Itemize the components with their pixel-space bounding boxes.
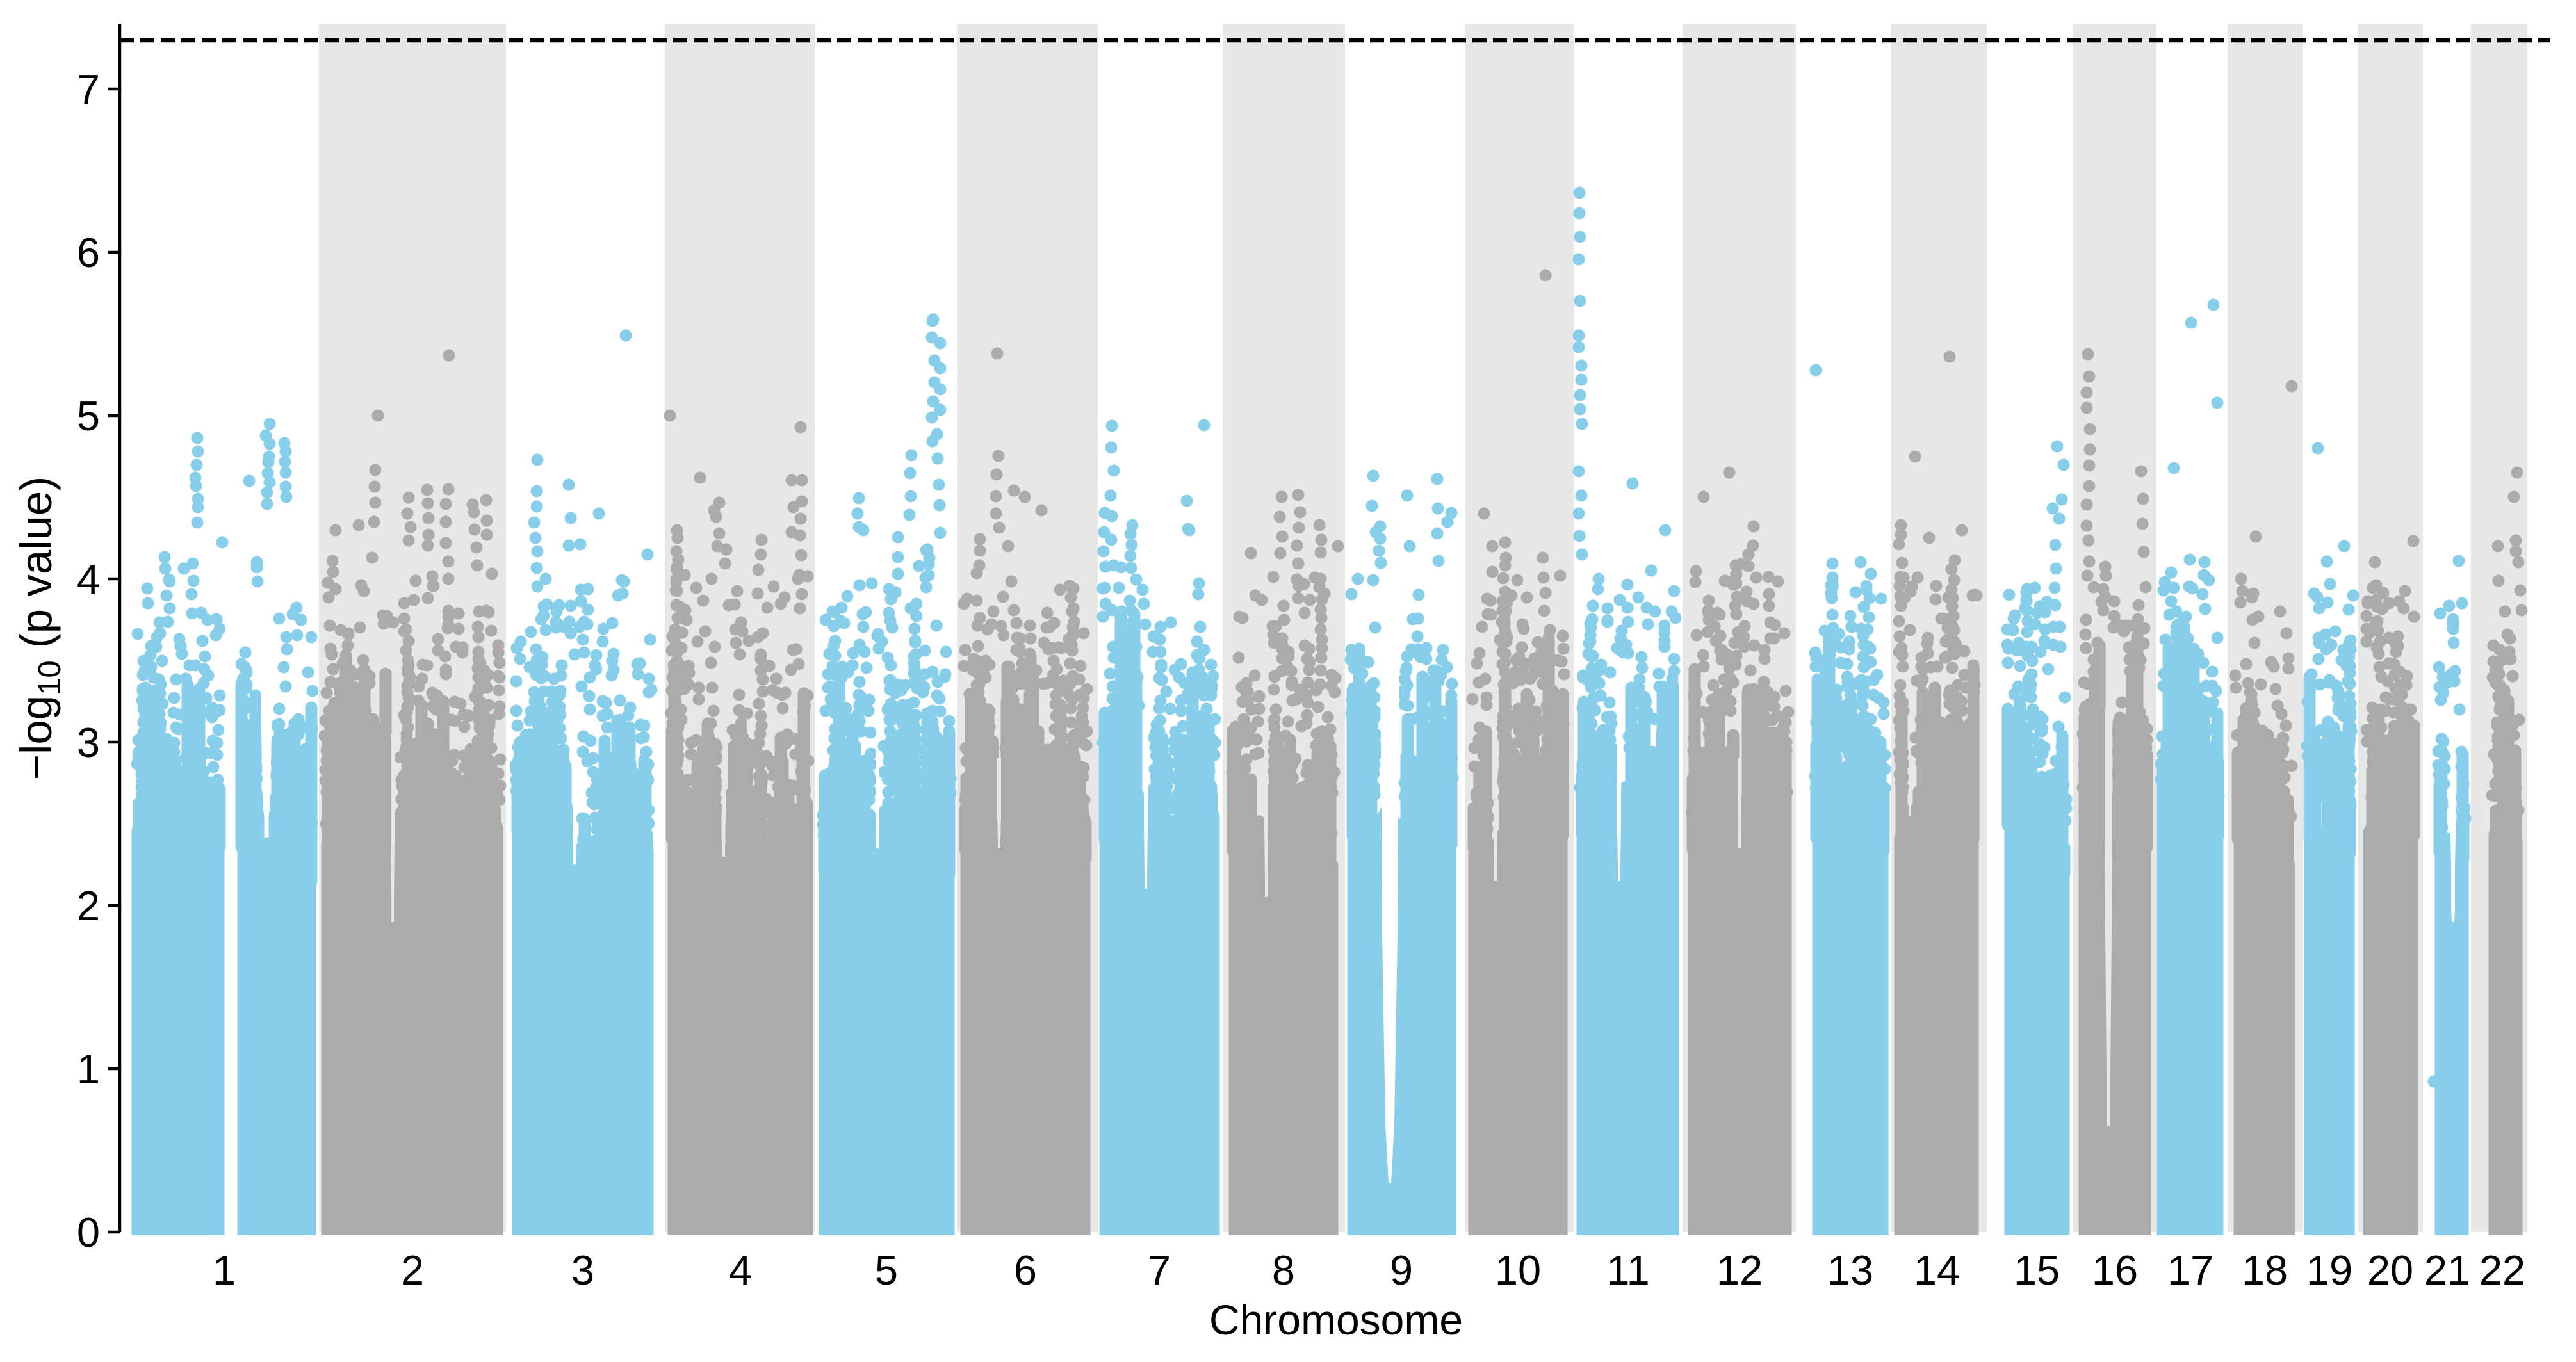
- svg-text:7: 7: [77, 66, 100, 113]
- svg-text:18: 18: [2242, 1247, 2288, 1293]
- svg-text:9: 9: [1390, 1247, 1413, 1293]
- svg-text:1: 1: [213, 1247, 236, 1293]
- svg-text:−log10 (p value): −log10 (p value): [12, 476, 67, 781]
- svg-text:5: 5: [77, 393, 100, 439]
- svg-text:Chromosome: Chromosome: [1209, 1296, 1463, 1343]
- svg-text:22: 22: [2479, 1247, 2525, 1293]
- svg-text:14: 14: [1914, 1247, 1960, 1293]
- svg-text:4: 4: [729, 1247, 752, 1293]
- svg-text:19: 19: [2306, 1247, 2352, 1293]
- svg-text:11: 11: [1606, 1247, 1649, 1293]
- svg-text:1: 1: [77, 1046, 100, 1092]
- svg-text:10: 10: [1495, 1247, 1541, 1293]
- svg-text:17: 17: [2167, 1247, 2213, 1293]
- svg-text:5: 5: [875, 1247, 898, 1293]
- svg-text:21: 21: [2424, 1247, 2470, 1293]
- svg-text:2: 2: [401, 1247, 424, 1293]
- svg-text:2: 2: [77, 882, 100, 929]
- svg-text:0: 0: [77, 1209, 100, 1256]
- svg-text:16: 16: [2092, 1247, 2138, 1293]
- svg-text:13: 13: [1827, 1247, 1873, 1293]
- svg-text:4: 4: [77, 556, 100, 603]
- svg-text:7: 7: [1148, 1247, 1171, 1293]
- svg-text:15: 15: [2014, 1247, 2060, 1293]
- svg-text:6: 6: [77, 229, 100, 276]
- svg-text:3: 3: [77, 719, 100, 766]
- svg-text:6: 6: [1014, 1247, 1037, 1293]
- svg-text:3: 3: [571, 1247, 594, 1293]
- svg-text:12: 12: [1716, 1247, 1763, 1293]
- svg-text:20: 20: [2367, 1247, 2413, 1293]
- svg-text:8: 8: [1272, 1247, 1295, 1293]
